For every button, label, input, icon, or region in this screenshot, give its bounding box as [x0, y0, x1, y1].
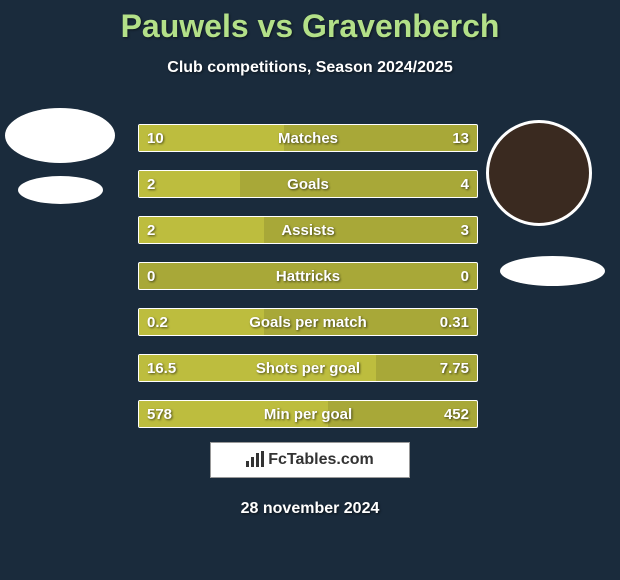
stat-label: Goals per match	[139, 309, 477, 337]
stat-row: 0Hattricks0	[138, 262, 478, 290]
chart-icon	[246, 451, 264, 470]
stat-row: 2Goals4	[138, 170, 478, 198]
stat-row: 10Matches13	[138, 124, 478, 152]
branding-text: FcTables.com	[268, 451, 374, 469]
stat-label: Hattricks	[139, 263, 477, 291]
date-label: 28 november 2024	[0, 500, 620, 518]
stat-value-right: 7.75	[440, 355, 469, 383]
page-title: Pauwels vs Gravenberch	[0, 0, 620, 45]
stat-value-right: 13	[452, 125, 469, 153]
stats-container: 10Matches13 2Goals4 2Assists3 0Hattricks0 0.…	[138, 124, 478, 446]
stat-value-right: 452	[444, 401, 469, 429]
stat-value-right: 4	[461, 171, 469, 199]
stat-label: Shots per goal	[139, 355, 477, 383]
stat-value-right: 0.31	[440, 309, 469, 337]
avatar-left-placeholder	[5, 108, 115, 163]
stat-label: Goals	[139, 171, 477, 199]
avatar-right	[486, 120, 592, 226]
stat-row: 578Min per goal452	[138, 400, 478, 428]
branding-box: FcTables.com	[210, 442, 410, 478]
oval-right	[500, 256, 605, 286]
subtitle: Club competitions, Season 2024/2025	[0, 59, 620, 77]
oval-left-2	[18, 176, 103, 204]
stat-value-right: 3	[461, 217, 469, 245]
stat-label: Matches	[139, 125, 477, 153]
stat-row: 16.5Shots per goal7.75	[138, 354, 478, 382]
stat-label: Assists	[139, 217, 477, 245]
stat-value-right: 0	[461, 263, 469, 291]
stat-row: 2Assists3	[138, 216, 478, 244]
stat-label: Min per goal	[139, 401, 477, 429]
stat-row: 0.2Goals per match0.31	[138, 308, 478, 336]
